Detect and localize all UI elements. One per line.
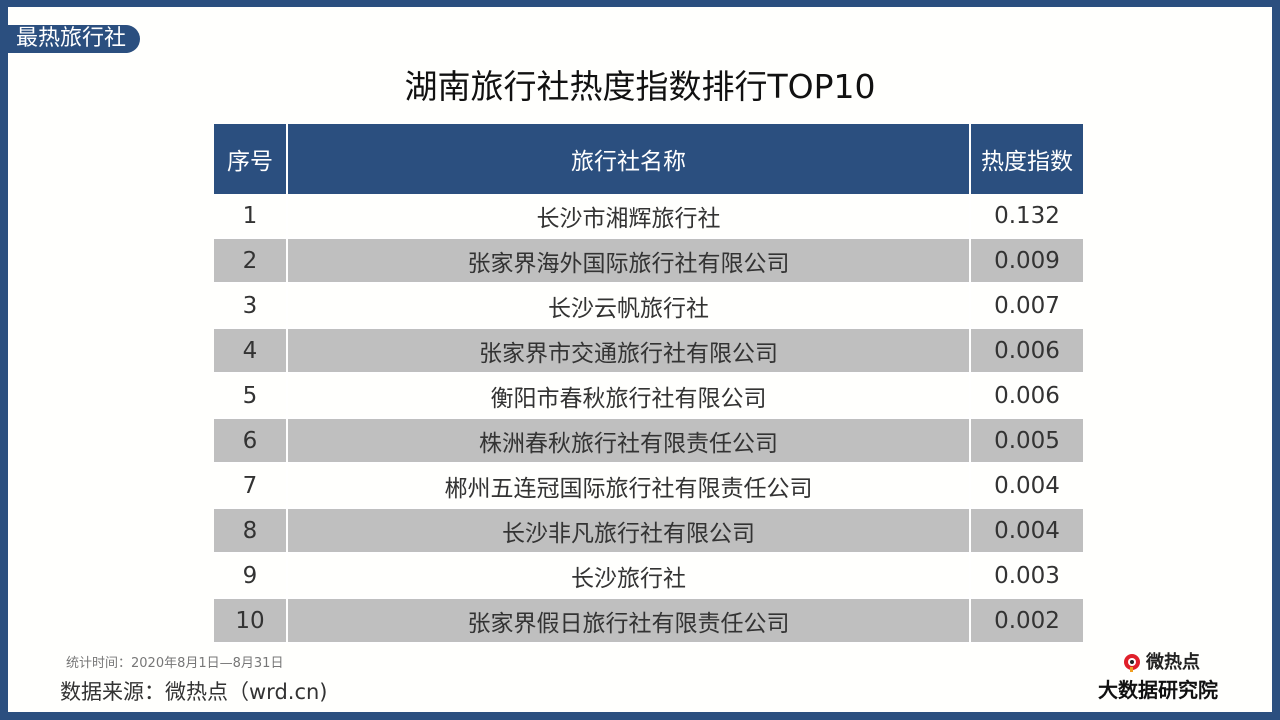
table-row: 6 株洲春秋旅行社有限责任公司 0.005 [214, 418, 1083, 464]
header-name: 旅行社名称 [287, 124, 971, 194]
data-source: 数据来源：微热点（wrd.cn) [60, 680, 328, 704]
index-cell: 0.132 [970, 194, 1083, 239]
table-row: 3 长沙云帆旅行社 0.007 [214, 283, 1083, 329]
rank-cell: 3 [214, 283, 288, 329]
logo-line1: 微热点 [1146, 652, 1200, 673]
name-cell: 长沙旅行社 [287, 553, 971, 599]
index-cell: 0.007 [970, 283, 1083, 329]
rank-cell: 5 [214, 373, 288, 419]
name-cell: 衡阳市春秋旅行社有限公司 [287, 373, 971, 419]
rank-cell: 2 [214, 238, 288, 284]
page-title: 湖南旅行社热度指数排行TOP10 [404, 67, 876, 106]
index-cell: 0.004 [970, 508, 1083, 554]
table-row: 7 郴州五连冠国际旅行社有限责任公司 0.004 [214, 463, 1083, 509]
name-cell: 株洲春秋旅行社有限责任公司 [287, 418, 971, 464]
name-cell: 长沙市湘辉旅行社 [287, 194, 971, 239]
index-cell: 0.009 [970, 238, 1083, 284]
name-cell: 张家界市交通旅行社有限公司 [287, 328, 971, 374]
index-cell: 0.005 [970, 418, 1083, 464]
rank-cell: 9 [214, 553, 288, 599]
index-cell: 0.004 [970, 463, 1083, 509]
name-cell: 长沙云帆旅行社 [287, 283, 971, 329]
name-cell: 长沙非凡旅行社有限公司 [287, 508, 971, 554]
table-row: 2 张家界海外国际旅行社有限公司 0.009 [214, 238, 1083, 284]
index-cell: 0.006 [970, 328, 1083, 374]
weibo-eye-icon [1124, 654, 1140, 672]
name-cell: 张家界海外国际旅行社有限公司 [287, 238, 971, 284]
name-cell: 张家界假日旅行社有限责任公司 [287, 598, 971, 644]
header-index: 热度指数 [970, 124, 1083, 194]
rank-cell: 10 [214, 598, 288, 644]
table-row: 10 张家界假日旅行社有限责任公司 0.002 [214, 598, 1083, 644]
rank-cell: 4 [214, 328, 288, 374]
table-row: 4 张家界市交通旅行社有限公司 0.006 [214, 328, 1083, 374]
table-row: 9 长沙旅行社 0.003 [214, 553, 1083, 599]
table-row: 8 长沙非凡旅行社有限公司 0.004 [214, 508, 1083, 554]
rank-cell: 6 [214, 418, 288, 464]
table-header: 序号 旅行社名称 热度指数 [214, 124, 1083, 194]
logo-line2: 大数据研究院 [1098, 678, 1218, 702]
rank-cell: 7 [214, 463, 288, 509]
header-rank: 序号 [214, 124, 288, 194]
table-row: 1 长沙市湘辉旅行社 0.132 [214, 194, 1083, 239]
logo: 微热点 大数据研究院 [1098, 648, 1238, 703]
index-cell: 0.002 [970, 598, 1083, 644]
name-cell: 郴州五连冠国际旅行社有限责任公司 [287, 463, 971, 509]
section-tag: 最热旅行社 [8, 25, 141, 53]
rank-cell: 8 [214, 508, 288, 554]
ranking-table: 序号 旅行社名称 热度指数 1 长沙市湘辉旅行社 0.132 2 张家界海外国际旅行社有… [214, 124, 1083, 644]
stat-period: 统计时间：2020年8月1日—8月31日 [66, 656, 284, 671]
table-row: 5 衡阳市春秋旅行社有限公司 0.006 [214, 373, 1083, 419]
rank-cell: 1 [214, 194, 288, 239]
index-cell: 0.003 [970, 553, 1083, 599]
index-cell: 0.006 [970, 373, 1083, 419]
